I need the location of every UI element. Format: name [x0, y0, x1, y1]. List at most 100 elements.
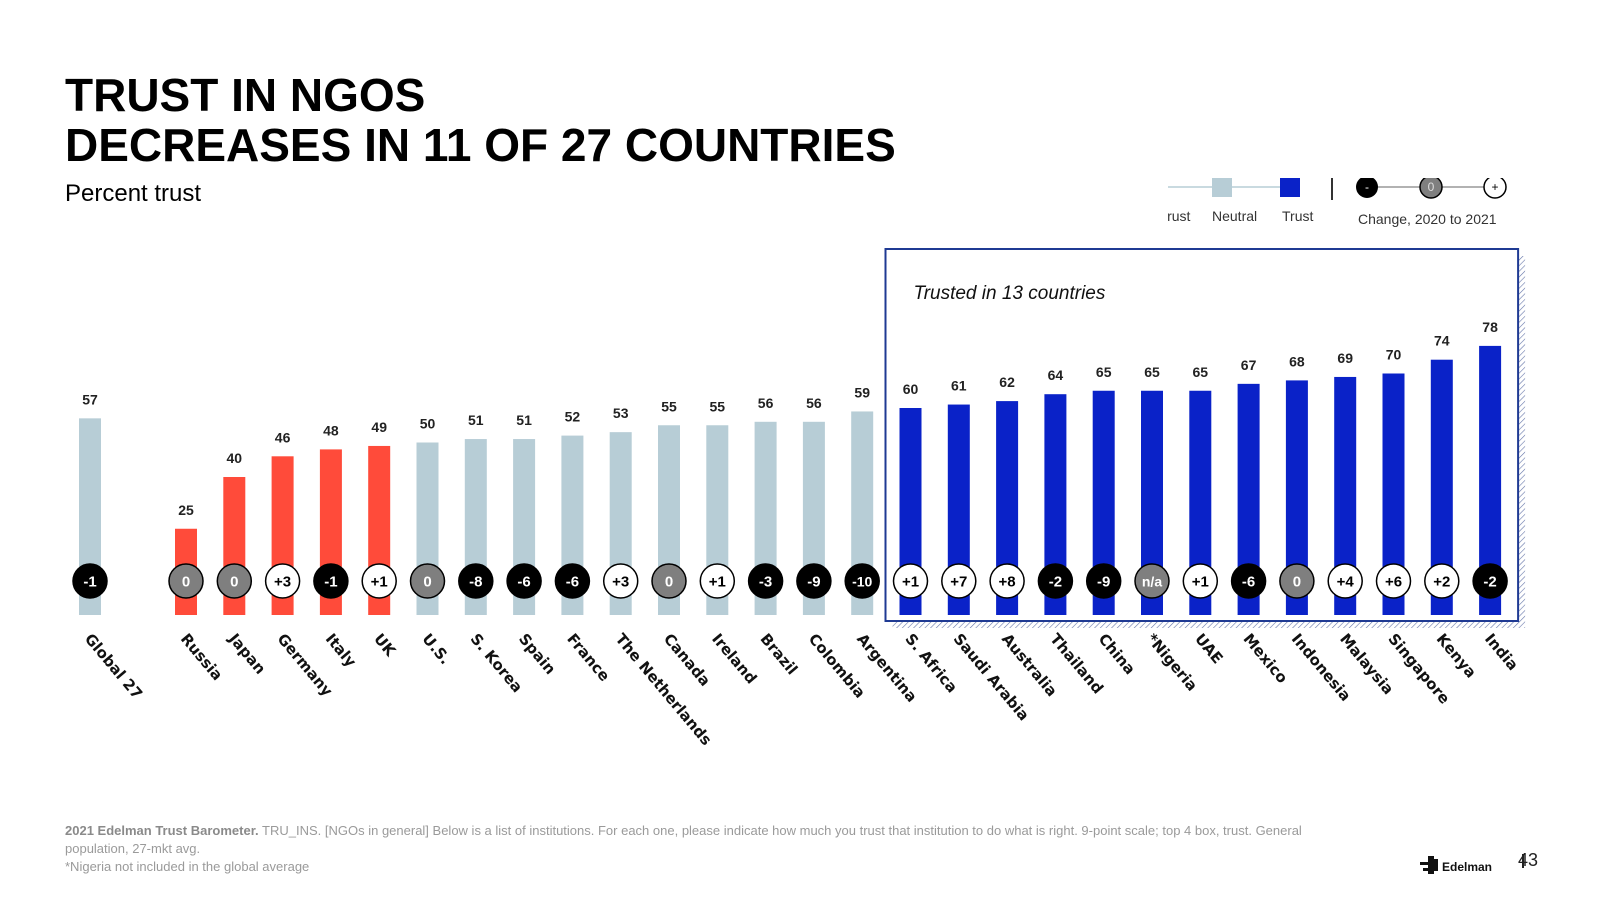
change-badge-u-s [409, 563, 446, 599]
value-label-global-27: 57 [82, 391, 98, 407]
legend-negative-badge [1356, 178, 1378, 198]
change-badge-mexico [1230, 563, 1267, 599]
value-label-germany: 46 [275, 429, 291, 445]
value-label-u-s: 50 [420, 416, 436, 432]
change-label-s-africa: +1 [902, 574, 919, 591]
change-badge-malaysia [1327, 563, 1363, 599]
change-label-uk: +1 [371, 574, 388, 591]
bar-singapore [1382, 373, 1405, 615]
bar-thailand [1044, 394, 1067, 615]
value-label-russia: 25 [178, 502, 194, 518]
value-label-france: 52 [565, 409, 581, 425]
change-label-saudi-arabia: +7 [950, 574, 967, 591]
value-label-china: 65 [1096, 364, 1112, 380]
change-label-thailand: -2 [1049, 574, 1062, 591]
page-title: TRUST IN NGOS DECREASES IN 11 OF 27 COUN… [65, 70, 896, 170]
footer-note: *Nigeria not included in the global aver… [65, 859, 310, 874]
legend-positive-badge [1483, 178, 1507, 199]
change-badge-saudi-arabia [941, 563, 977, 599]
change-label-argentina: -10 [852, 574, 872, 590]
change-label-kenya: +2 [1433, 574, 1450, 591]
change-badge-s-africa [892, 563, 929, 599]
change-badge-thailand [1037, 563, 1074, 599]
bar-uae [1189, 390, 1212, 615]
value-label-kenya: 74 [1434, 333, 1450, 349]
change-label-uae: +1 [1192, 574, 1209, 591]
title-line-2: DECREASES IN 11 OF 27 COUNTRIES [65, 119, 896, 171]
change-badge-spain [506, 563, 542, 599]
value-label-uae: 65 [1193, 364, 1209, 380]
change-label-italy: -1 [324, 574, 337, 591]
category-label-global-27: Global 27 [81, 630, 146, 703]
category-label-brazil: Brazil [757, 630, 802, 678]
legend-trust-swatch [1280, 178, 1300, 197]
value-label-the-netherlands: 53 [613, 405, 629, 421]
change-label-india: -2 [1483, 574, 1496, 591]
category-label-mexico: Mexico [1240, 630, 1292, 687]
change-label-ireland: +1 [709, 574, 726, 591]
legend-trust-label: Trust [1282, 208, 1313, 224]
change-badge-japan [216, 563, 253, 599]
change-badge-singapore [1375, 563, 1412, 599]
chart-subtitle: Percent trust [65, 180, 202, 207]
footer-source: 2021 Edelman Trust Barometer. TRU_INS. [… [65, 822, 1365, 876]
change-badge-nigeria [1134, 563, 1170, 599]
category-label-the-netherlands: The Netherlands [612, 630, 716, 749]
change-label-japan: 0 [230, 574, 238, 591]
bar-nigeria [1141, 390, 1163, 615]
category-label-uk: UK [370, 630, 400, 661]
bar-india [1479, 345, 1502, 615]
bar-kenya [1430, 359, 1453, 615]
change-label-u-s: 0 [423, 574, 431, 591]
value-label-australia: 62 [999, 374, 1015, 390]
category-label-kenya: Kenya [1433, 630, 1480, 682]
value-label-indonesia: 68 [1289, 353, 1305, 369]
change-badge-colombia [796, 563, 832, 599]
change-badge-the-netherlands [602, 563, 639, 599]
change-badge-india [1472, 563, 1508, 599]
change-label-global-27: -1 [83, 574, 96, 591]
change-badge-argentina [844, 563, 880, 599]
change-label-indonesia: 0 [1293, 574, 1301, 591]
change-label-australia: +8 [999, 574, 1016, 591]
legend: Distrust Neutral Trust - 0 + Change, 202… [1168, 178, 1507, 227]
value-label-brazil: 56 [758, 395, 774, 411]
value-label-argentina: 59 [854, 384, 870, 400]
value-label-malaysia: 69 [1337, 350, 1353, 366]
bar-china [1092, 390, 1115, 615]
change-label-s-korea: -8 [469, 574, 482, 591]
change-label-the-netherlands: +3 [612, 574, 629, 591]
bar-australia [996, 401, 1019, 615]
category-label-uae: UAE [1191, 630, 1226, 667]
change-label-germany: +3 [274, 574, 291, 591]
bar-argentina [851, 411, 874, 615]
footer-source-text: TRU_INS. [NGOs in general] Below is a li… [65, 823, 1302, 856]
change-badge-global-27 [72, 563, 108, 599]
bar-mexico [1237, 383, 1260, 615]
legend-zero-badge [1419, 178, 1443, 199]
bar-malaysia [1334, 376, 1357, 615]
change-label-spain: -6 [517, 574, 530, 591]
change-label-france: -6 [566, 574, 579, 591]
page-number: 43 [1518, 850, 1539, 870]
category-label-ireland: Ireland [708, 630, 760, 687]
value-label-spain: 51 [516, 412, 532, 428]
change-badge-uae [1182, 563, 1219, 599]
change-label-nigeria: n/a [1142, 574, 1162, 590]
value-label-italy: 48 [323, 422, 339, 438]
change-badge-france [554, 563, 591, 599]
trust-bar-chart: Trusted in 13 countries -1 0 0 +3 -1 +1 0 -8 -6-… [72, 248, 1526, 749]
change-badge-s-korea [458, 563, 494, 599]
value-label-mexico: 67 [1241, 357, 1257, 373]
category-label-japan: Japan [225, 629, 270, 678]
category-label-china: China [1095, 630, 1139, 678]
legend-distrust-label: Distrust [1168, 208, 1191, 224]
change-badge-kenya [1424, 563, 1460, 599]
category-label-india: India [1481, 630, 1522, 674]
title-line-1: TRUST IN NGOS [65, 69, 426, 121]
value-label-colombia: 56 [806, 395, 822, 411]
value-label-ireland: 55 [710, 398, 726, 414]
value-label-thailand: 64 [1048, 367, 1064, 383]
change-label-malaysia: +4 [1337, 574, 1355, 591]
category-label-russia: Russia [177, 630, 226, 684]
